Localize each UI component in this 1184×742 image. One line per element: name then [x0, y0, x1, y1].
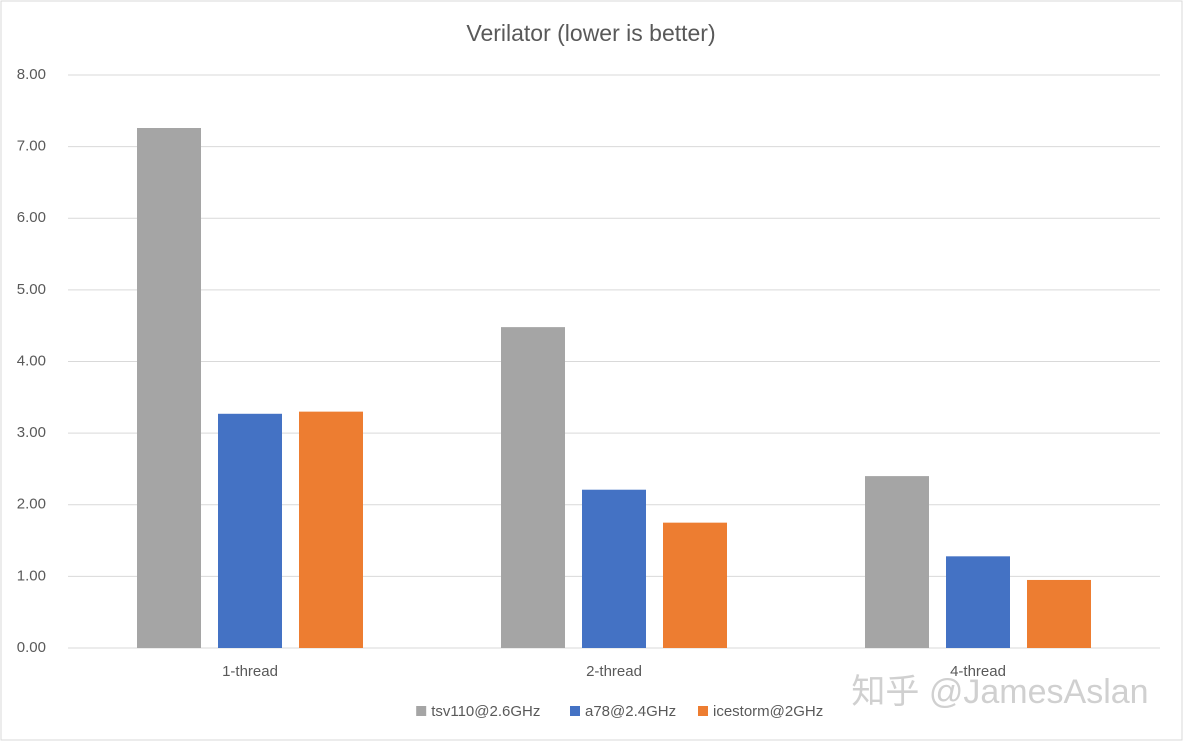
y-tick-label: 2.00 — [17, 496, 46, 513]
bar — [218, 413, 282, 648]
y-tick-label: 8.00 — [17, 66, 46, 83]
bar — [663, 522, 727, 648]
watermark: 知乎 @JamesAslan — [851, 673, 1148, 711]
y-tick-label: 0.00 — [17, 639, 46, 656]
x-tick-label: 1-thread — [222, 663, 278, 680]
chart-title: Verilator (lower is better) — [466, 20, 715, 46]
bar — [137, 128, 201, 648]
y-tick-label: 4.00 — [17, 352, 46, 369]
x-tick-label: 2-thread — [586, 663, 642, 680]
bar — [501, 327, 565, 648]
y-tick-label: 3.00 — [17, 424, 46, 441]
bar — [946, 556, 1010, 648]
legend-label: a78@2.4GHz — [585, 703, 676, 720]
y-tick-label: 5.00 — [17, 281, 46, 298]
bar — [582, 489, 646, 648]
legend-swatch — [570, 706, 580, 716]
bar — [1027, 579, 1091, 648]
legend-label: tsv110@2.6GHz — [431, 703, 540, 720]
bar — [299, 411, 363, 648]
x-tick-label: 4-thread — [950, 663, 1006, 680]
y-tick-label: 1.00 — [17, 567, 46, 584]
legend-swatch — [416, 706, 427, 716]
bar — [865, 476, 929, 648]
legend-label: icestorm@2GHz — [713, 703, 823, 720]
y-tick-label: 6.00 — [17, 209, 46, 226]
y-tick-label: 7.00 — [17, 138, 46, 155]
legend-swatch — [698, 706, 708, 716]
